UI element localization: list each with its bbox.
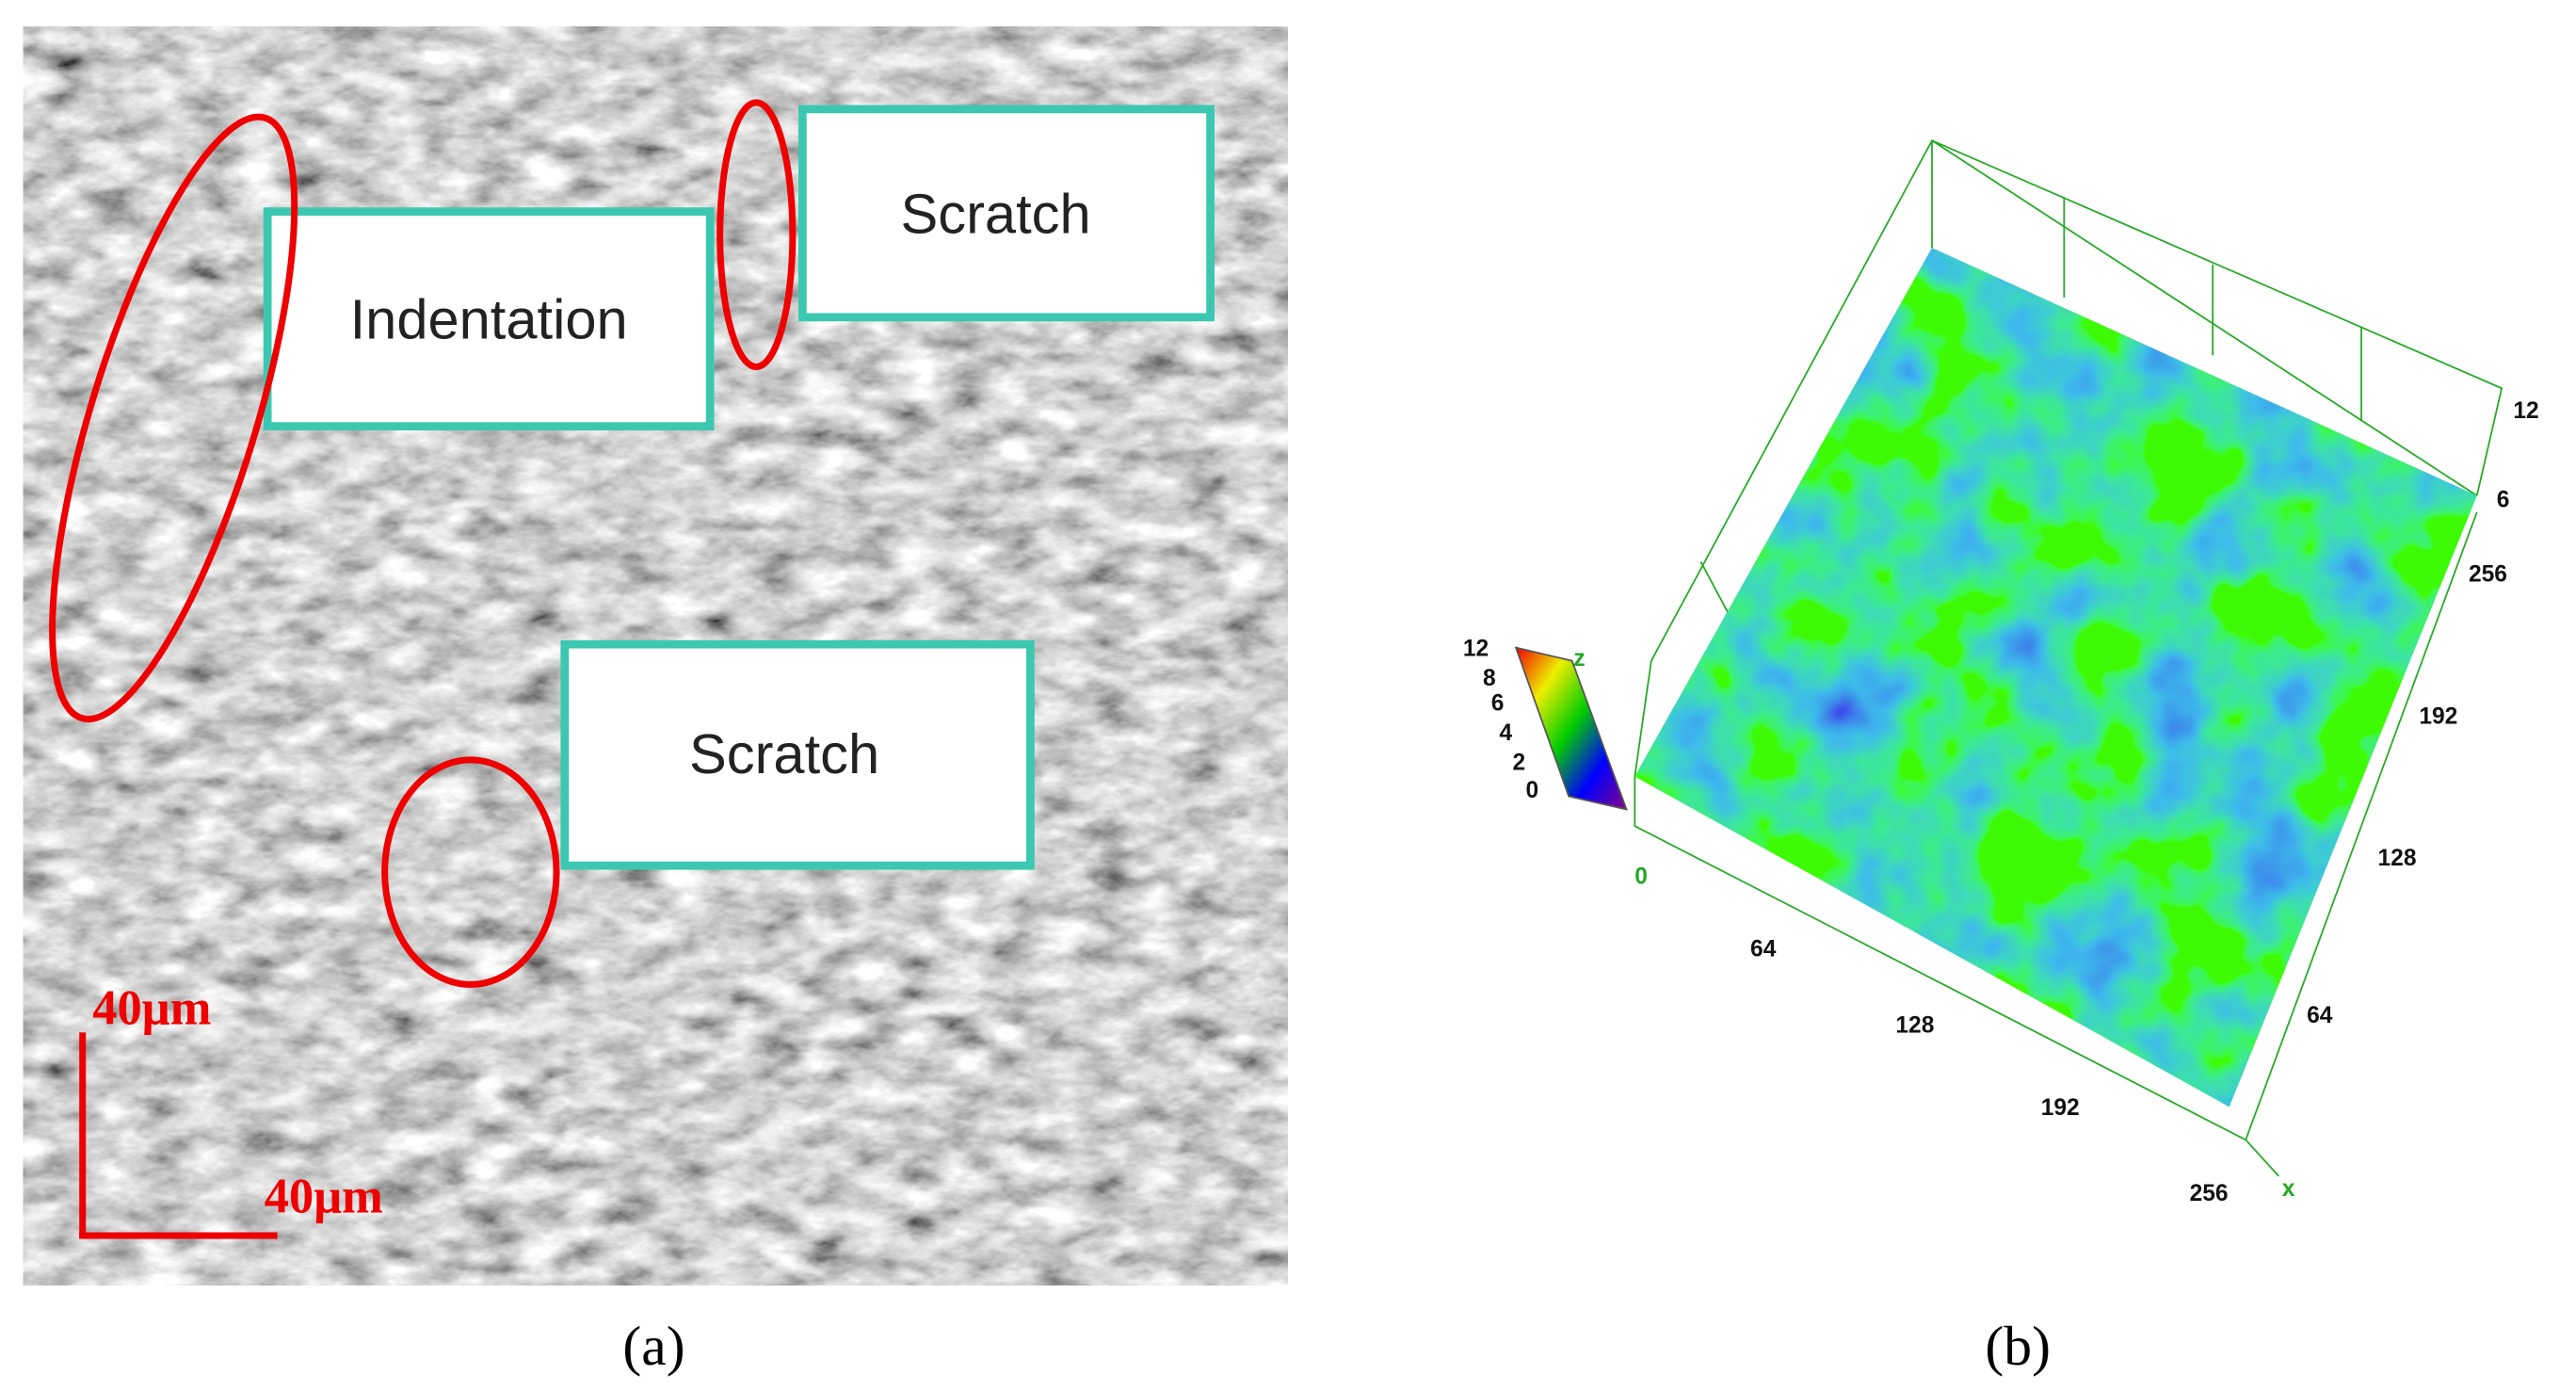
axis-label: 256 [2190,1181,2229,1206]
caption: (b) [1985,1315,2051,1377]
colorbar-label: 0 [1526,778,1539,803]
label: Indentation [350,288,628,351]
scale-label: 40μm [92,981,211,1036]
label-box [263,207,715,431]
highlight-ellipse [716,99,797,370]
label-box [797,105,1215,322]
colorbar-label: 6 [1491,690,1505,716]
highlight-ellipse [49,113,298,723]
axis-label: 0 [1634,864,1648,889]
label-box [560,639,1035,870]
axis-label: 256 [2469,561,2507,587]
wireframe [1634,139,2504,1177]
label: Scratch [689,722,879,785]
colorbar [1514,646,1628,811]
surface-texture [1634,248,2477,1108]
axis-name: x [2282,1176,2295,1202]
colorbar-label: 2 [1513,750,1526,775]
axis-label: 192 [2041,1095,2080,1121]
caption: (a) [622,1315,684,1377]
axis-label: 128 [2378,846,2417,871]
scale-label: 40μm [265,1169,383,1223]
axis-label: 192 [2419,704,2457,729]
colorbar-label: 8 [1483,666,1496,691]
label: Scratch [900,182,1090,245]
axis-label: 64 [1750,937,1777,962]
colorbar-label: 12 [1463,636,1489,661]
axis-label: 128 [1895,1012,1934,1038]
axis-name: z [1573,646,1585,671]
axis-label: 12 [2513,398,2538,424]
colorbar-label: 4 [1499,720,1512,746]
highlight-ellipse [381,756,560,988]
axis-label: 64 [2307,1003,2333,1028]
axis-label: 6 [2497,488,2510,513]
